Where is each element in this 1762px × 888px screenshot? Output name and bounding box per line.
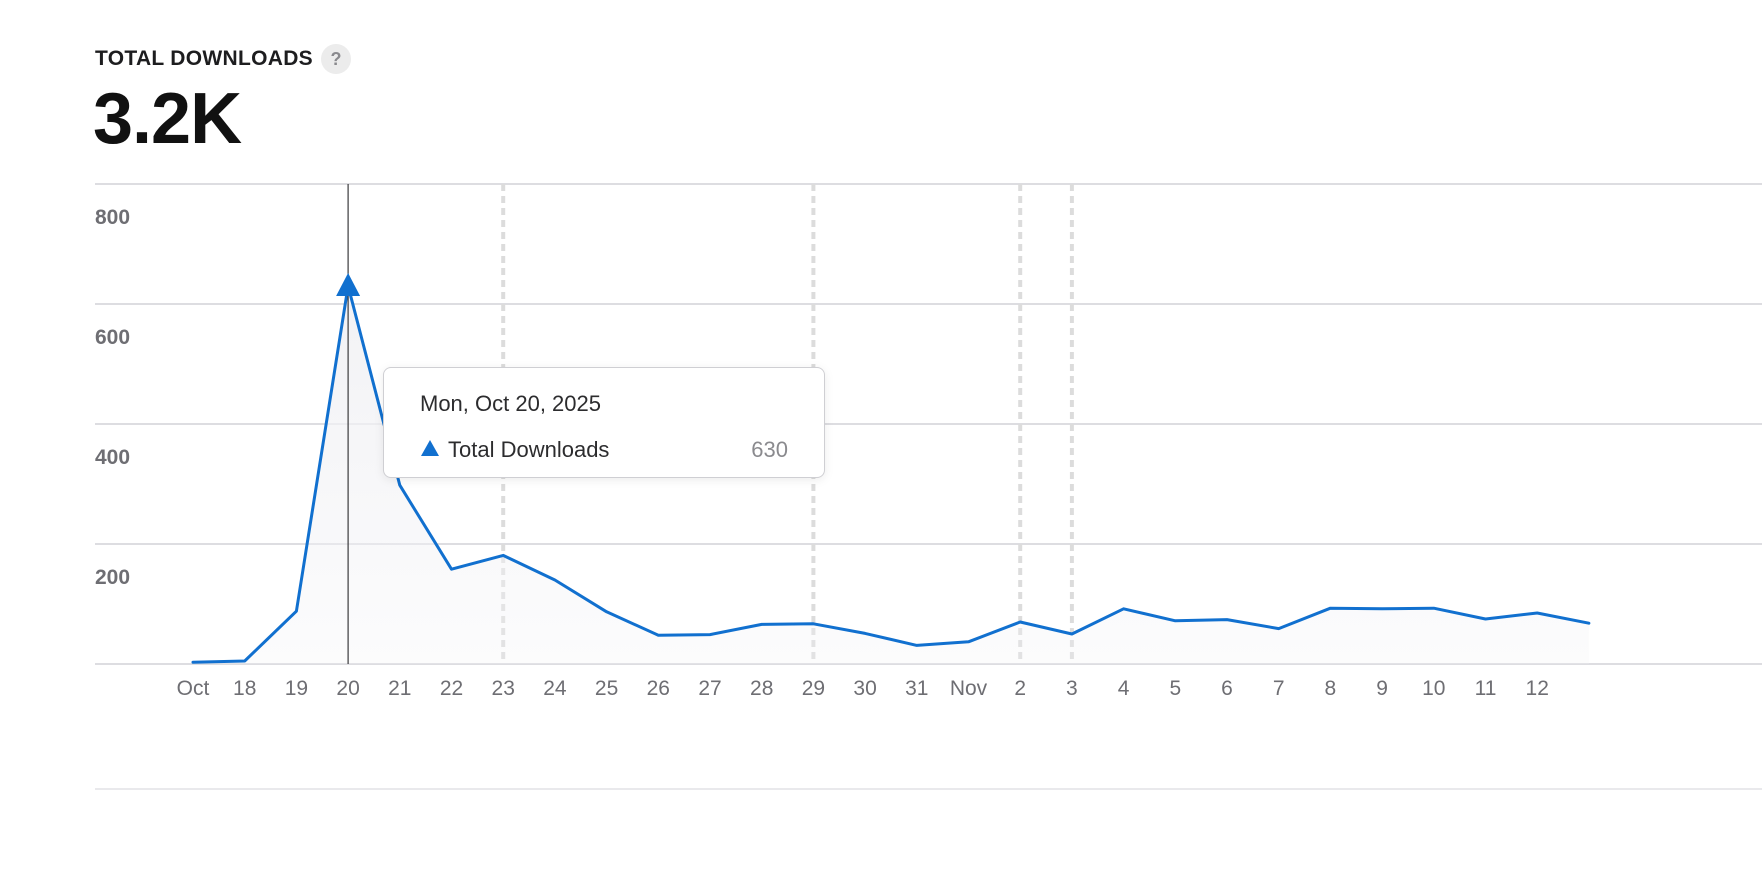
data-point[interactable] — [497, 549, 509, 561]
tooltip-date: Mon, Oct 20, 2025 — [420, 391, 601, 416]
y-tick-label: 600 — [95, 326, 130, 349]
y-tick-label: 800 — [95, 206, 130, 229]
data-point[interactable] — [859, 627, 871, 639]
x-tick-label: 9 — [1376, 677, 1388, 700]
help-icon[interactable]: ? — [321, 44, 351, 74]
x-tick-label: 24 — [543, 677, 567, 700]
x-tick-label: 3 — [1066, 677, 1078, 700]
data-point[interactable] — [394, 479, 406, 491]
series-line-layer — [187, 284, 1595, 668]
data-point[interactable] — [911, 639, 923, 651]
x-tick-label: 18 — [233, 677, 256, 700]
x-tick-label: Nov — [950, 677, 988, 700]
area-layer — [193, 286, 1589, 664]
tooltip-series-label: Total Downloads — [448, 437, 610, 462]
metric-title: TOTAL DOWNLOADS — [95, 47, 313, 70]
x-tick-label: 21 — [388, 677, 411, 700]
x-tick-label: 20 — [336, 677, 359, 700]
x-tick-label: 31 — [905, 677, 928, 700]
x-tick-label: 30 — [853, 677, 876, 700]
x-tick-label: 2 — [1014, 677, 1026, 700]
data-point[interactable] — [1583, 617, 1595, 629]
y-axis-labels: 200 400 600 800 — [95, 206, 130, 589]
chart-tooltip: Mon, Oct 20, 2025 Total Downloads 630 — [383, 367, 825, 478]
data-point[interactable] — [1066, 628, 1078, 640]
series-area — [193, 286, 1589, 664]
x-tick-label: 19 — [285, 677, 308, 700]
data-point[interactable] — [1273, 623, 1285, 635]
x-tick-label: 29 — [802, 677, 825, 700]
x-tick-label: 10 — [1422, 677, 1445, 700]
data-point[interactable] — [1376, 603, 1388, 615]
x-tick-label: 27 — [698, 677, 721, 700]
data-point[interactable] — [963, 636, 975, 648]
y-tick-label: 400 — [95, 446, 130, 469]
metric-header: TOTAL DOWNLOADS ? — [95, 44, 351, 74]
data-point[interactable] — [1480, 613, 1492, 625]
data-point[interactable] — [1014, 616, 1026, 628]
data-point[interactable] — [1531, 607, 1543, 619]
highlighted-point-marker — [336, 273, 361, 296]
data-point[interactable] — [187, 656, 199, 668]
x-tick-label: 28 — [750, 677, 773, 700]
x-tick-label: 25 — [595, 677, 618, 700]
tooltip-value: 630 — [751, 437, 788, 462]
metric-total-value: 3.2K — [93, 79, 242, 159]
x-tick-label: 12 — [1526, 677, 1549, 700]
x-tick-label: 6 — [1221, 677, 1233, 700]
data-point[interactable] — [807, 618, 819, 630]
x-tick-label: 7 — [1273, 677, 1285, 700]
x-tick-label: 5 — [1169, 677, 1181, 700]
data-point[interactable] — [1324, 602, 1336, 614]
x-axis-labels: Oct 18 19 20 21 22 23 24 25 26 27 28 29 30 31 Nov 2 3 4 5 6 7… — [177, 677, 1549, 700]
hover-layer — [336, 184, 361, 664]
data-point[interactable] — [1169, 615, 1181, 627]
data-point[interactable] — [446, 563, 458, 575]
data-point[interactable] — [756, 618, 768, 630]
data-point[interactable] — [1221, 614, 1233, 626]
data-point[interactable] — [290, 605, 302, 617]
data-point[interactable] — [239, 655, 251, 667]
x-tick-label: Oct — [177, 677, 210, 700]
x-tick-label: 8 — [1325, 677, 1337, 700]
data-point[interactable] — [549, 574, 561, 586]
x-tick-label: 11 — [1475, 677, 1497, 700]
x-tick-label: 4 — [1118, 677, 1130, 700]
series-line — [191, 284, 1591, 664]
x-tick-label: 23 — [492, 677, 515, 700]
y-tick-label: 200 — [95, 566, 130, 589]
x-tick-label: 22 — [440, 677, 463, 700]
x-tick-label: 26 — [647, 677, 670, 700]
data-point[interactable] — [601, 606, 613, 618]
triangle-up-icon — [421, 440, 439, 456]
data-point[interactable] — [1428, 602, 1440, 614]
data-point[interactable] — [704, 629, 716, 641]
data-point[interactable] — [652, 629, 664, 641]
data-point[interactable] — [1118, 603, 1130, 615]
